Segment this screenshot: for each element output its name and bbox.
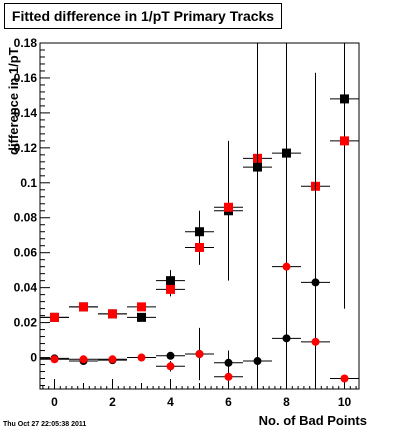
data-point-circle <box>137 353 146 362</box>
x-tick-label: 4 <box>167 395 174 409</box>
data-point-square <box>137 312 146 322</box>
y-axis-label: difference in 1/pT <box>6 47 21 155</box>
y-tick-label: 0.02 <box>14 316 38 330</box>
data-point-circle <box>166 351 175 360</box>
x-tick-label: 10 <box>338 395 352 409</box>
data-point-square <box>79 302 88 312</box>
x-tick-label: 8 <box>283 395 290 409</box>
data-point-circle <box>166 362 175 371</box>
data-point-circle <box>311 278 320 287</box>
data-point-square <box>195 242 204 252</box>
data-point-circle <box>108 355 117 364</box>
data-point-square <box>50 312 59 322</box>
y-tick-label: 0.16 <box>14 71 38 85</box>
data-point-square <box>108 309 117 319</box>
data-point-circle <box>224 358 233 367</box>
data-marks <box>40 43 359 389</box>
y-tick-label: 0.14 <box>14 106 38 120</box>
data-point-circle <box>340 374 349 383</box>
y-tick-label: 0.1 <box>20 176 37 190</box>
y-tick-label: 0.18 <box>14 36 38 50</box>
x-tick-label: 2 <box>109 395 116 409</box>
x-tick-label: 0 <box>51 395 58 409</box>
data-point-circle <box>195 350 204 359</box>
x-axis-label: No. of Bad Points <box>258 413 367 428</box>
data-point-circle <box>224 372 233 381</box>
data-point-square <box>137 302 146 312</box>
data-point-square <box>224 202 233 212</box>
y-tick-label: 0.08 <box>14 211 38 225</box>
axes: 0 2 4 6 8 10 0 0.02 0.04 0.06 0.08 0.1 0.12 0.14 0.16 0… <box>14 36 360 409</box>
chart-title: Fitted difference in 1/pT Primary Tracks <box>4 3 282 29</box>
y-tick-label: 0.06 <box>14 246 38 260</box>
data-point-square <box>340 94 349 104</box>
x-tick-label: 6 <box>225 395 232 409</box>
data-point-circle <box>311 337 320 346</box>
y-tick-label: 0.12 <box>14 141 38 155</box>
data-point-square <box>166 284 175 294</box>
data-point-circle <box>253 357 262 366</box>
timestamp: Thu Oct 27 22:05:38 2011 <box>3 421 87 428</box>
y-tick-label: 0.04 <box>14 281 38 295</box>
data-point-square <box>166 276 175 286</box>
data-point-circle <box>282 262 291 271</box>
data-point-circle <box>79 355 88 364</box>
data-point-circle <box>50 355 59 364</box>
y-tick-label: 0 <box>30 351 37 365</box>
data-point-circle <box>282 334 291 343</box>
data-point-square <box>340 136 349 146</box>
